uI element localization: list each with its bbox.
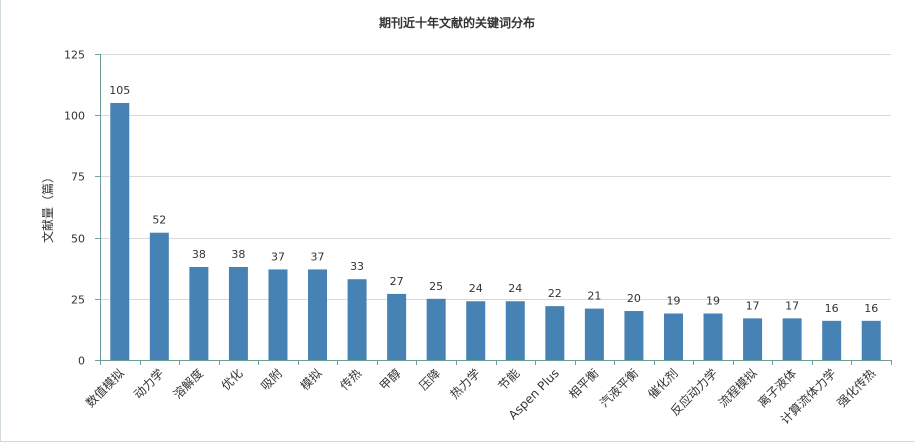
data-label: 17: [746, 299, 760, 312]
data-label: 37: [271, 250, 285, 263]
data-label: 52: [152, 214, 166, 227]
bar: [822, 320, 842, 360]
y-tick-label: 0: [78, 355, 85, 368]
y-tick-label: 100: [64, 110, 85, 123]
bar: [545, 306, 565, 360]
chart-title: 期刊近十年文献的关键词分布: [378, 16, 535, 30]
data-label: 19: [666, 294, 680, 307]
x-tick-label: 吸附: [258, 366, 285, 393]
data-label: 16: [825, 302, 839, 315]
data-label: 20: [627, 292, 641, 305]
bar: [782, 318, 802, 360]
bar: [505, 301, 525, 360]
data-label: 24: [508, 282, 522, 295]
y-axis-title: 文献量（篇）: [40, 171, 55, 243]
bar: [308, 269, 328, 360]
bars: [110, 102, 881, 361]
x-tick-label: 汽液平衡: [596, 366, 641, 411]
y-tick-labels: 0 25 50 75 100 125: [64, 49, 85, 368]
x-tick-label: 热力学: [447, 366, 483, 402]
data-label: 17: [785, 299, 799, 312]
axes: [100, 54, 891, 361]
x-tick-label: 甲醇: [376, 366, 404, 394]
x-tick-label: 优化: [219, 366, 246, 393]
y-tick-label: 75: [71, 171, 85, 184]
x-tick-label: 溶解度: [170, 366, 206, 402]
x-tick-label: 流程模拟: [715, 366, 760, 411]
data-label: 19: [706, 294, 720, 307]
y-tick-label: 25: [71, 294, 85, 307]
x-tick-label: 催化剂: [645, 366, 681, 402]
bar: [584, 308, 604, 360]
bar: [268, 269, 288, 360]
data-label: 27: [390, 275, 404, 288]
bar: [189, 266, 209, 360]
frame-left-border: [0, 0, 1, 442]
x-tick-label: 数值模拟: [82, 366, 127, 411]
data-label: 21: [587, 290, 601, 303]
bar: [663, 313, 683, 360]
data-label: 38: [192, 248, 206, 261]
bar: [466, 301, 486, 360]
data-label: 22: [548, 287, 562, 300]
bar: [110, 102, 130, 361]
y-tick-label: 50: [71, 233, 85, 246]
data-label: 38: [231, 248, 245, 261]
x-tick-label: 模拟: [298, 366, 325, 393]
x-tick-label: 压降: [416, 366, 443, 393]
x-tick-label: 节能: [496, 366, 523, 393]
bar: [228, 266, 248, 360]
data-label: 33: [350, 260, 364, 273]
grid-lines: [95, 54, 892, 365]
data-label: 25: [429, 280, 443, 293]
x-tick-label: 相平衡: [566, 366, 601, 401]
bar: [426, 298, 446, 360]
bar: [149, 232, 169, 360]
bar: [743, 318, 763, 360]
data-label: 16: [864, 302, 878, 315]
data-label: 37: [311, 250, 325, 263]
x-tick-label: 传热: [337, 366, 365, 394]
x-tick-label: 动力学: [130, 366, 166, 402]
y-tick-label: 125: [64, 49, 85, 62]
x-tick-label: 强化传热: [834, 366, 879, 411]
bar: [387, 293, 407, 360]
data-labels: 105 52 38 38 37 37 33 27 25 24 24 22 21 20 19 19 17 17 16 1…: [109, 84, 878, 315]
data-label: 105: [109, 84, 130, 97]
bar: [861, 320, 881, 360]
bar: [703, 313, 723, 360]
bar: [624, 311, 644, 360]
data-label: 24: [469, 282, 483, 295]
bar: [347, 279, 367, 360]
